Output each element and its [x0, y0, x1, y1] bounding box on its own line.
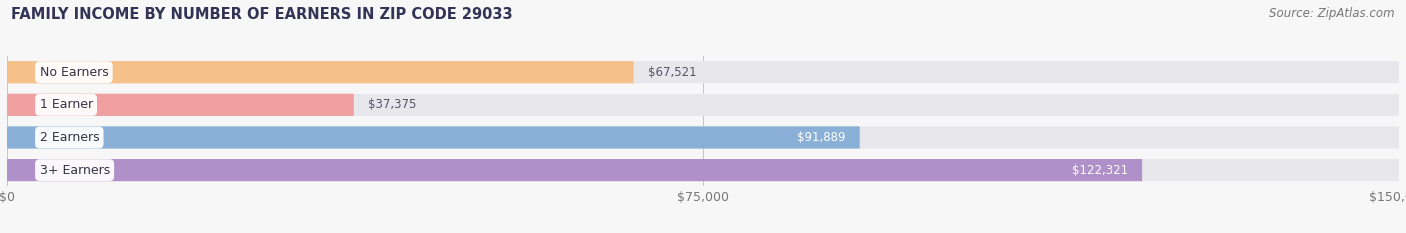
Text: $91,889: $91,889	[797, 131, 846, 144]
FancyBboxPatch shape	[7, 126, 1399, 149]
Text: $122,321: $122,321	[1073, 164, 1128, 177]
Text: $37,375: $37,375	[368, 98, 416, 111]
Text: 3+ Earners: 3+ Earners	[39, 164, 110, 177]
FancyBboxPatch shape	[7, 126, 859, 149]
Text: No Earners: No Earners	[39, 66, 108, 79]
Text: 1 Earner: 1 Earner	[39, 98, 93, 111]
FancyBboxPatch shape	[7, 94, 354, 116]
FancyBboxPatch shape	[7, 159, 1142, 181]
FancyBboxPatch shape	[7, 61, 1399, 83]
FancyBboxPatch shape	[7, 61, 634, 83]
FancyBboxPatch shape	[7, 159, 1399, 181]
Text: $67,521: $67,521	[648, 66, 696, 79]
Text: Source: ZipAtlas.com: Source: ZipAtlas.com	[1270, 7, 1395, 20]
Text: FAMILY INCOME BY NUMBER OF EARNERS IN ZIP CODE 29033: FAMILY INCOME BY NUMBER OF EARNERS IN ZI…	[11, 7, 513, 22]
Text: 2 Earners: 2 Earners	[39, 131, 100, 144]
FancyBboxPatch shape	[7, 94, 1399, 116]
